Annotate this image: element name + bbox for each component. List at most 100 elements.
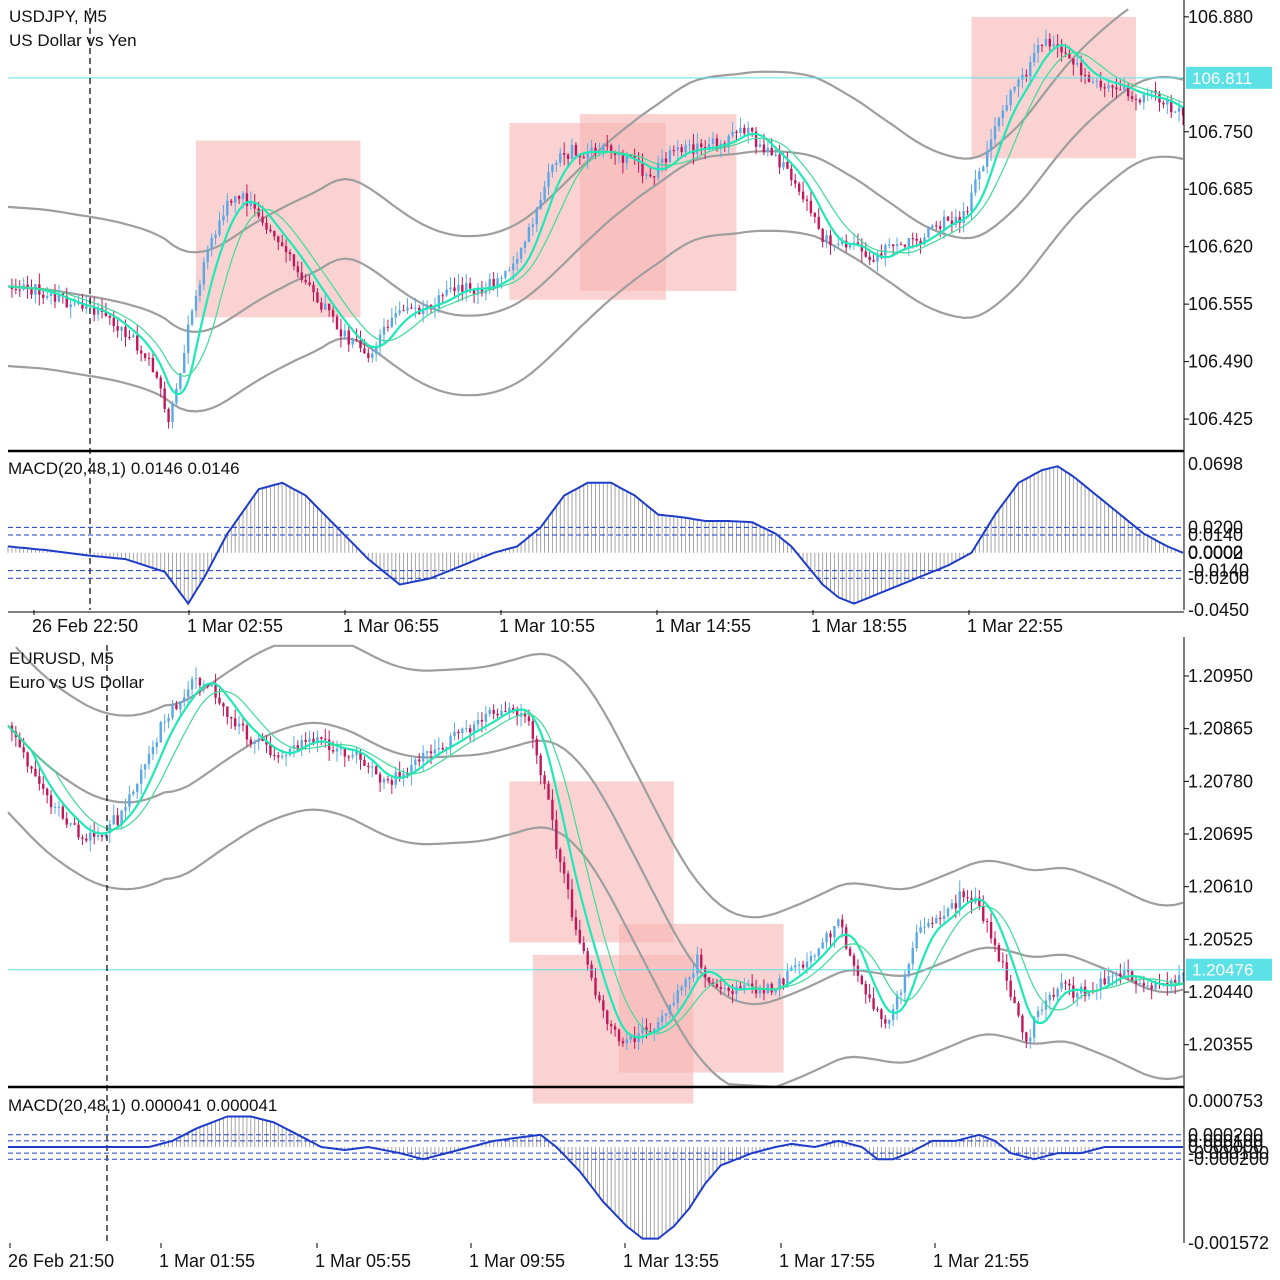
candle-body	[692, 973, 695, 978]
candle-body	[45, 295, 49, 298]
candle-body	[363, 348, 366, 354]
candle-body	[249, 202, 253, 206]
candle-body	[171, 403, 174, 423]
candle-body	[594, 147, 597, 154]
candle-body	[629, 1036, 632, 1040]
candle-body	[92, 832, 96, 837]
candle-body	[931, 225, 934, 228]
candle-body	[230, 200, 233, 203]
candle-body	[339, 329, 343, 337]
candle-body	[308, 738, 311, 742]
candle-body	[26, 284, 29, 289]
candle-body	[461, 728, 464, 734]
candle-body	[124, 327, 127, 338]
envelope-line-0	[7, 8, 1129, 254]
candle-body	[202, 262, 206, 285]
candle-body	[179, 373, 182, 389]
candle-body	[1162, 102, 1165, 105]
candle-body	[672, 150, 676, 152]
eurusd-price-axis: 1.20476 1.20950 1.20865 1.20780 1.20695 1.206…	[8, 637, 1272, 1243]
time-tick-label: 1 Mar 05:55	[315, 1251, 411, 1271]
candle-body	[230, 716, 233, 719]
candle-body	[1021, 74, 1024, 80]
candle-body	[273, 755, 276, 757]
macd-tick-label: 0.000753	[1188, 1091, 1263, 1111]
time-tick-label: 1 Mar 14:55	[655, 616, 751, 636]
candle-body	[449, 736, 452, 748]
eurusd-chart-panel[interactable]: 1.20476 1.20950 1.20865 1.20780 1.20695 1.206…	[7, 637, 1272, 1271]
candle-body	[1040, 1009, 1044, 1011]
usdjpy-macd-label: MACD(20,48,1) 0.0146 0.0146	[8, 459, 240, 478]
candle-body	[186, 689, 190, 698]
candle-body	[73, 303, 76, 305]
candle-body	[1095, 80, 1099, 82]
candle-body	[73, 823, 76, 825]
candle-body	[758, 144, 762, 147]
time-tick-label: 1 Mar 01:55	[159, 1251, 255, 1271]
usdjpy-chart-panel[interactable]: 106.811 106.880 106.750 106.685 106.620 106.5…	[7, 0, 1272, 636]
candle-body	[1025, 1032, 1028, 1042]
macd-tick-label: 0.0002	[1188, 543, 1243, 563]
candle-body	[1005, 962, 1008, 981]
candle-body	[253, 742, 256, 744]
candle-body	[715, 138, 719, 149]
candle-body	[237, 196, 241, 200]
candle-body	[993, 126, 997, 140]
macd-tick-label: 0.000000	[1188, 1137, 1263, 1157]
candle-body	[805, 199, 809, 201]
candle-body	[696, 954, 699, 974]
candle-body	[578, 929, 582, 943]
candle-body	[402, 310, 405, 312]
candle-body	[390, 780, 394, 785]
candle-body	[645, 1027, 648, 1032]
candle-body	[1150, 985, 1153, 989]
macd-tick-label: 0.0000	[1188, 543, 1243, 563]
candle-body	[81, 837, 84, 839]
price-tick-label: 106.490	[1188, 352, 1253, 372]
candle-body	[672, 1002, 676, 1006]
candle-body	[700, 143, 703, 147]
candle-body	[1013, 996, 1016, 1004]
candle-body	[96, 308, 100, 315]
candle-body	[418, 759, 421, 762]
macd-tick-label: 0.0698	[1188, 454, 1243, 474]
candle-body	[175, 704, 178, 710]
candle-body	[574, 917, 578, 930]
candle-body	[476, 287, 480, 295]
candle-body	[774, 989, 777, 993]
zone-2	[619, 923, 784, 1073]
candle-body	[210, 237, 213, 250]
candle-body	[919, 240, 922, 245]
candle-body	[57, 806, 61, 808]
candle-body	[504, 710, 507, 712]
candle-body	[183, 353, 186, 374]
candle-body	[457, 284, 460, 292]
candle-body	[300, 272, 303, 280]
candle-body	[351, 755, 354, 757]
candle-body	[606, 145, 609, 147]
time-tick-label: 1 Mar 21:55	[933, 1251, 1029, 1271]
price-tick-label: 106.685	[1188, 179, 1253, 199]
candle-body	[719, 987, 723, 990]
candle-body	[1099, 80, 1102, 88]
candle-body	[136, 335, 139, 351]
candle-body	[1001, 110, 1005, 119]
candle-body	[1025, 74, 1028, 77]
candle-body	[547, 172, 550, 187]
candle-body	[1060, 982, 1063, 989]
candle-body	[124, 806, 127, 811]
candle-body	[461, 284, 464, 292]
candle-body	[559, 849, 562, 863]
candle-body	[739, 986, 742, 989]
candle-body	[468, 283, 472, 289]
candle-body	[277, 755, 280, 758]
candle-body	[194, 678, 198, 680]
candle-body	[825, 235, 828, 242]
candle-body	[206, 249, 209, 263]
candle-body	[120, 810, 123, 825]
candle-body	[312, 738, 315, 743]
candle-body	[1044, 38, 1048, 46]
candle-body	[1036, 1010, 1040, 1018]
candle-body	[339, 748, 343, 750]
